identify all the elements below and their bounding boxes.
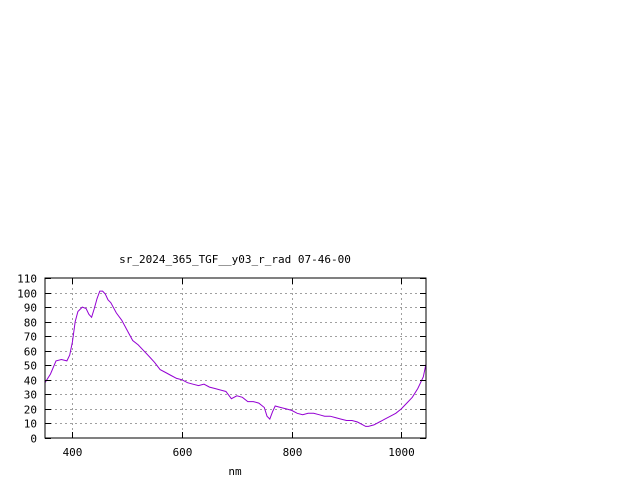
grid — [45, 278, 426, 438]
x-axis-label: nm — [228, 465, 242, 478]
y-tick-label: 100 — [17, 288, 37, 301]
y-tick-label: 30 — [24, 389, 37, 402]
plot-frame — [44, 277, 427, 439]
x-axis: 400 600 800 1000 — [63, 278, 415, 459]
x-tick-label: 400 — [63, 446, 83, 459]
y-tick-label: 110 — [17, 273, 37, 286]
x-tick-label: 800 — [283, 446, 303, 459]
y-tick-label: 90 — [24, 302, 37, 315]
chart-title: sr_2024_365_TGF__y03_r_rad 07-46-00 — [119, 253, 351, 266]
y-tick-label: 60 — [24, 346, 37, 359]
y-tick-label: 10 — [24, 418, 37, 431]
x-tick-label: 600 — [173, 446, 193, 459]
y-tick-label: 20 — [24, 404, 37, 417]
x-tick-label: 1000 — [388, 446, 415, 459]
y-tick-label: 80 — [24, 317, 37, 330]
y-tick-label: 0 — [30, 433, 37, 446]
series-layer — [44, 290, 427, 427]
y-tick-label: 50 — [24, 360, 37, 373]
y-tick-label: 40 — [24, 375, 37, 388]
y-tick-label: 70 — [24, 331, 37, 344]
series-line — [44, 290, 427, 427]
